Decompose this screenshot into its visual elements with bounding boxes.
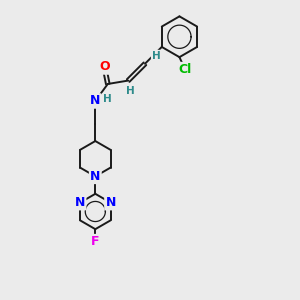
Text: N: N [105, 196, 116, 209]
Text: N: N [90, 170, 101, 183]
Text: H: H [103, 94, 112, 104]
Text: N: N [90, 94, 101, 107]
Text: H: H [126, 86, 135, 96]
Text: H: H [152, 51, 161, 61]
Text: O: O [99, 61, 110, 74]
Text: N: N [75, 196, 85, 209]
Text: Cl: Cl [178, 63, 192, 76]
Text: F: F [91, 235, 100, 248]
